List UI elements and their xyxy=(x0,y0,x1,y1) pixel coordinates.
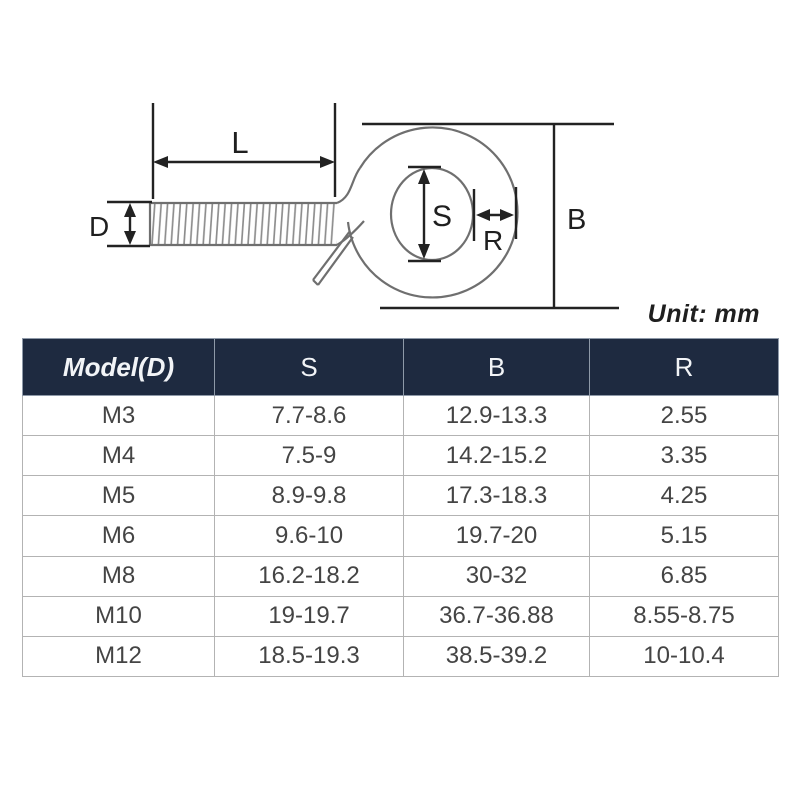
dimension-L: L xyxy=(151,103,337,199)
dimension-S: S xyxy=(408,165,452,263)
dimension-D: D xyxy=(89,200,152,248)
table-row: M8 16.2-18.2 30-32 6.85 xyxy=(21,555,780,597)
eyebolt-drawing-svg: L D S R xyxy=(89,103,619,310)
table-row: M6 9.6-10 19.7-20 5.15 xyxy=(21,515,780,557)
unit-label: Unit: mm xyxy=(647,300,760,328)
cell-model: M10 xyxy=(21,595,216,637)
header-row: Model(D) S B R xyxy=(21,338,780,396)
dimension-R: R xyxy=(472,187,518,256)
column-header-b: B xyxy=(403,338,590,396)
cell-model: M3 xyxy=(21,394,216,437)
cell-s: 18.5-19.3 xyxy=(214,635,405,678)
cell-r: 3.35 xyxy=(588,435,780,477)
column-header-s: S xyxy=(214,338,405,396)
dim-label-R: R xyxy=(483,225,503,256)
cell-r: 6.85 xyxy=(588,555,780,597)
cell-s: 16.2-18.2 xyxy=(214,555,405,597)
cell-b: 17.3-18.3 xyxy=(403,475,590,517)
dim-label-S: S xyxy=(432,200,452,233)
spec-table: Model(D) S B R M3 7.7-8.6 12.9-13.3 2.55… xyxy=(21,338,780,678)
column-header-model: Model(D) xyxy=(21,338,216,396)
cell-b: 14.2-15.2 xyxy=(403,435,590,477)
cell-b: 38.5-39.2 xyxy=(403,635,590,678)
cell-b: 36.7-36.88 xyxy=(403,595,590,637)
table-row: M10 19-19.7 36.7-36.88 8.55-8.75 xyxy=(21,595,780,637)
cell-model: M4 xyxy=(21,435,216,477)
cell-model: M6 xyxy=(21,515,216,557)
eyebolt-technical-drawing: L D S R xyxy=(0,0,800,335)
cell-s: 7.5-9 xyxy=(214,435,405,477)
cell-b: 12.9-13.3 xyxy=(403,394,590,437)
dim-label-L: L xyxy=(231,125,248,160)
dimension-B: B xyxy=(362,122,619,310)
cell-b: 19.7-20 xyxy=(403,515,590,557)
cell-s: 7.7-8.6 xyxy=(214,394,405,437)
cell-model: M5 xyxy=(21,475,216,517)
dim-label-D: D xyxy=(89,211,109,242)
table-row: M5 8.9-9.8 17.3-18.3 4.25 xyxy=(21,475,780,517)
cell-s: 9.6-10 xyxy=(214,515,405,557)
cell-r: 10-10.4 xyxy=(588,635,780,678)
wire-tip-cut-edge xyxy=(317,236,354,286)
cell-model: M8 xyxy=(21,555,216,597)
wire-tip-cut-edge xyxy=(312,230,351,281)
table-row: M3 7.7-8.6 12.9-13.3 2.55 xyxy=(21,394,780,437)
cell-s: 19-19.7 xyxy=(214,595,405,637)
dim-label-B: B xyxy=(567,204,586,236)
cell-model: M12 xyxy=(21,635,216,678)
table-row: M12 18.5-19.3 38.5-39.2 10-10.4 xyxy=(21,635,780,678)
cell-s: 8.9-9.8 xyxy=(214,475,405,517)
table-row: M4 7.5-9 14.2-15.2 3.35 xyxy=(21,435,780,477)
cell-b: 30-32 xyxy=(403,555,590,597)
wire-tip-point xyxy=(312,279,319,286)
cell-r: 8.55-8.75 xyxy=(588,595,780,637)
threaded-shank xyxy=(148,201,337,247)
cell-r: 2.55 xyxy=(588,394,780,437)
column-header-r: R xyxy=(588,338,780,396)
cell-r: 4.25 xyxy=(588,475,780,517)
cell-r: 5.15 xyxy=(588,515,780,557)
